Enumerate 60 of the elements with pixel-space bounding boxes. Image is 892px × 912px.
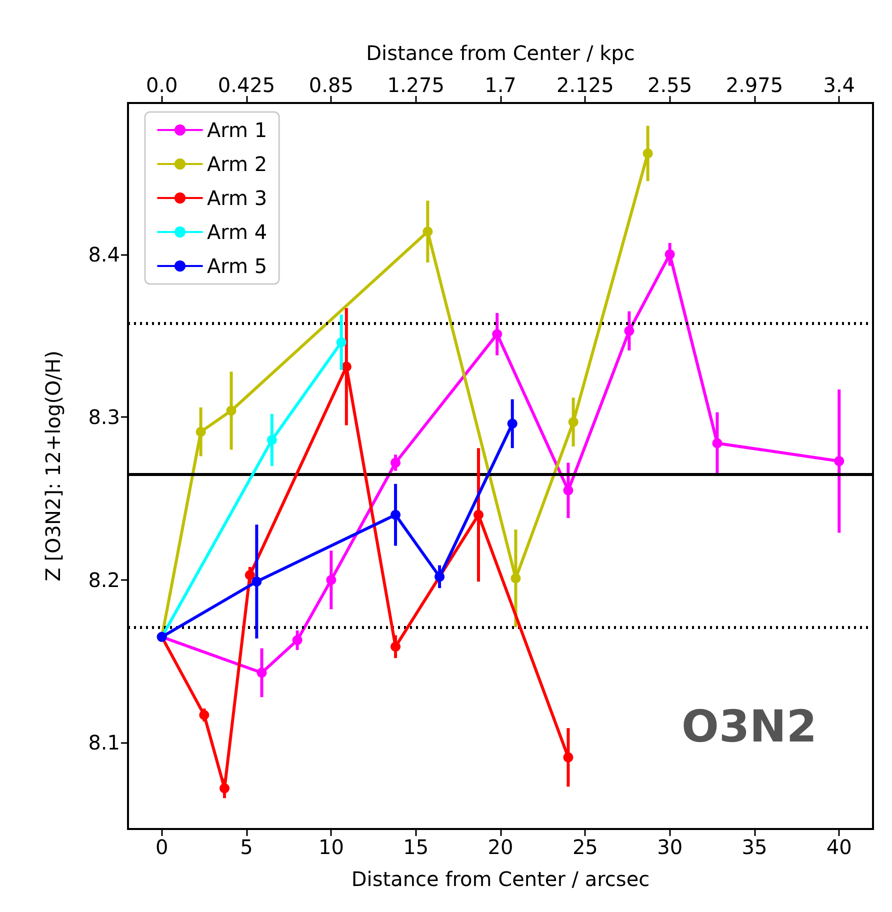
x2-axis-title: Distance from Center / kpc <box>366 41 635 65</box>
x-tick-label: 10 <box>318 835 344 859</box>
point <box>244 570 255 580</box>
x-tick-label: 15 <box>403 835 429 859</box>
point <box>563 752 574 762</box>
point <box>256 668 267 678</box>
x-tick-label: 30 <box>657 835 683 859</box>
y-tick-label: 8.2 <box>88 568 120 592</box>
point <box>510 573 521 584</box>
point <box>624 326 634 336</box>
x-tick-label: 35 <box>742 835 768 859</box>
y-tick-label: 8.4 <box>88 242 120 266</box>
point <box>434 572 445 582</box>
y-tick-label: 8.1 <box>88 730 120 755</box>
point <box>341 362 352 372</box>
x2-tick-label: 2.125 <box>556 73 614 97</box>
x2-tick-label: 1.275 <box>387 73 444 97</box>
point <box>642 148 653 158</box>
point <box>492 329 502 340</box>
x-tick-label: 25 <box>572 835 598 859</box>
x-tick-label: 0 <box>155 835 168 859</box>
x2-tick-label: 2.55 <box>648 73 692 97</box>
x2-tick-label: 0.85 <box>308 73 354 97</box>
y-axis-title: Z [O3N2]: 12+log(O/H) <box>41 350 65 582</box>
x2-tick-label: 2.975 <box>726 73 784 97</box>
x-tick-label: 40 <box>826 835 852 859</box>
point <box>326 574 336 585</box>
point <box>196 426 206 437</box>
point <box>199 710 210 720</box>
legend-label: Arm 1 <box>207 118 268 142</box>
x2-tick-label: 1.7 <box>484 73 516 97</box>
point <box>390 642 401 652</box>
point <box>390 510 401 520</box>
x2-tick-label: 3.4 <box>823 73 856 97</box>
x-axis-title: Distance from Center / arcsec <box>351 867 650 891</box>
point <box>252 576 262 587</box>
legend-label: Arm 2 <box>207 152 268 176</box>
annotation: O3N2 <box>682 702 818 752</box>
point <box>563 485 574 496</box>
point <box>712 438 722 448</box>
point <box>292 635 302 646</box>
legend-label: Arm 4 <box>207 220 268 244</box>
x2-tick-label: 0.0 <box>146 73 178 97</box>
point <box>422 226 433 237</box>
legend-label: Arm 5 <box>207 254 268 278</box>
point <box>266 434 277 445</box>
point <box>664 249 675 260</box>
x-tick-label: 5 <box>240 835 253 859</box>
point <box>336 337 346 348</box>
point <box>568 417 578 428</box>
x2-tick-label: 0.425 <box>218 73 276 97</box>
legend-label: Arm 3 <box>207 186 268 210</box>
point <box>834 456 844 466</box>
y-tick-label: 8.3 <box>88 405 120 430</box>
point <box>474 510 484 520</box>
x-tick-label: 20 <box>488 835 514 859</box>
point <box>226 406 236 416</box>
point <box>390 458 401 468</box>
point <box>507 418 518 429</box>
point <box>220 783 230 794</box>
